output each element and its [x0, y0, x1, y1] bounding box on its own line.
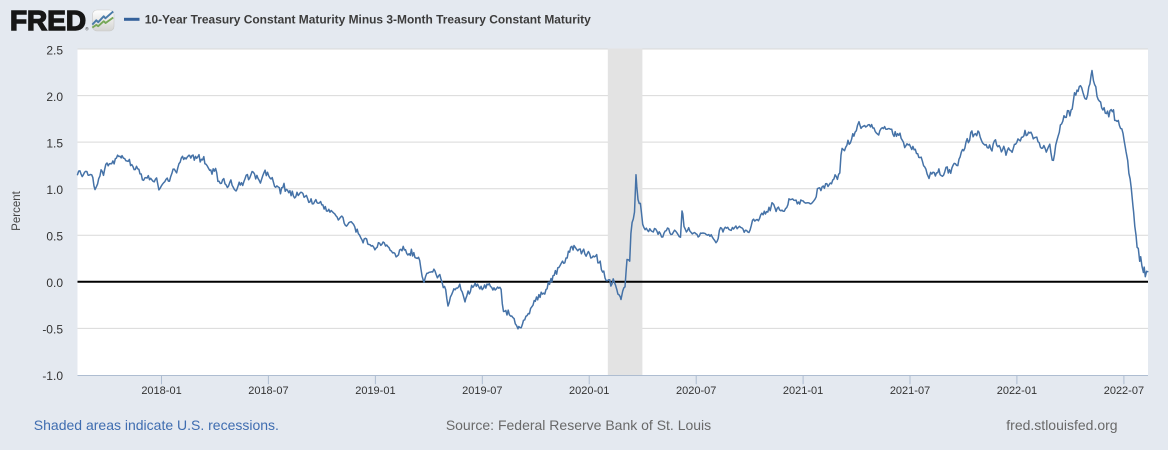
svg-text:2022-07: 2022-07 [1104, 385, 1144, 397]
svg-text:fred.stlouisfed.org: fred.stlouisfed.org [1006, 417, 1117, 433]
svg-text:-0.5: -0.5 [42, 323, 63, 337]
svg-text:2021-01: 2021-01 [783, 385, 823, 397]
svg-text:®: ® [85, 26, 89, 32]
svg-text:Shaded areas indicate U.S. rec: Shaded areas indicate U.S. recessions. [34, 417, 279, 433]
svg-text:0.5: 0.5 [46, 230, 63, 244]
svg-text:0.0: 0.0 [46, 276, 63, 290]
svg-text:1.5: 1.5 [46, 136, 63, 150]
svg-text:-1.0: -1.0 [42, 369, 63, 383]
svg-text:1.0: 1.0 [46, 183, 63, 197]
svg-text:2020-01: 2020-01 [569, 385, 609, 397]
svg-text:2.0: 2.0 [46, 90, 63, 104]
svg-text:2020-07: 2020-07 [676, 385, 716, 397]
svg-text:2018-01: 2018-01 [141, 385, 181, 397]
svg-text:Source: Federal Reserve Bank o: Source: Federal Reserve Bank of St. Loui… [446, 417, 711, 433]
svg-text:2022-01: 2022-01 [997, 385, 1037, 397]
svg-text:2.5: 2.5 [46, 43, 63, 57]
svg-text:10-Year Treasury Constant Matu: 10-Year Treasury Constant Maturity Minus… [145, 12, 591, 26]
svg-text:2021-07: 2021-07 [890, 385, 930, 397]
svg-text:2019-07: 2019-07 [462, 385, 502, 397]
svg-text:2019-01: 2019-01 [355, 385, 395, 397]
svg-text:Percent: Percent [11, 190, 23, 230]
svg-text:2018-07: 2018-07 [248, 385, 288, 397]
svg-text:FRED: FRED [10, 5, 86, 36]
